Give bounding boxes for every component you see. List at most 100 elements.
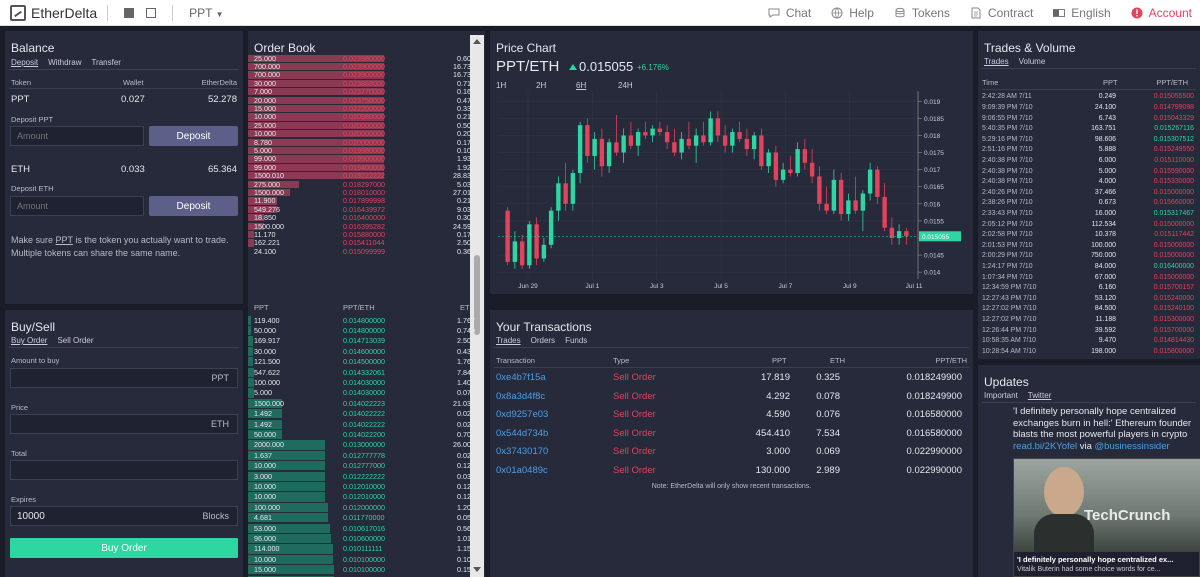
bid-row[interactable]: 169.917 0.014713039 2.500: [248, 336, 485, 346]
ask-row[interactable]: 10.000 0.020000000 0.200: [248, 129, 485, 138]
ask-row[interactable]: 10.000 0.020980000 0.210: [248, 112, 485, 121]
ask-row[interactable]: 549.276 0.016439972 9.030: [248, 205, 485, 214]
scrollbar-thumb[interactable]: [474, 255, 480, 335]
nav-account[interactable]: Account: [1131, 6, 1192, 20]
ask-row[interactable]: 275.000 0.018297000 5.032: [248, 180, 485, 189]
nav-language[interactable]: English: [1053, 6, 1111, 20]
scroll-up-icon[interactable]: [473, 39, 481, 44]
bid-row[interactable]: 1.492 0.014022222 0.021: [248, 419, 485, 429]
tab-deposit[interactable]: Deposit: [11, 58, 39, 67]
deposit-ppt-amount-input[interactable]: [10, 126, 144, 146]
ask-row[interactable]: 99.000 0.019500000 1.930: [248, 154, 485, 163]
ask-row[interactable]: 15.000 0.022200000 0.333: [248, 104, 485, 113]
ask-row[interactable]: 5.000 0.019980000 0.100: [248, 146, 485, 155]
tweet-card[interactable]: TechCrunch 'I definitely personally hope…: [1013, 458, 1200, 577]
price-chart[interactable]: 0.019 0.0185 0.018 0.0175 0.017 0.0165 0.016 0.…: [490, 89, 973, 294]
tx-hash-link[interactable]: 0xe4b7f15a: [496, 372, 546, 383]
bid-row[interactable]: 96.000 0.010600000 1.018: [248, 533, 485, 544]
bid-row[interactable]: 121.500 0.014500000 1.762: [248, 357, 485, 367]
amount-input[interactable]: PPT: [10, 368, 238, 388]
nav-help[interactable]: Help: [831, 6, 874, 20]
price-input[interactable]: ETH: [10, 414, 238, 434]
ask-row[interactable]: 11.900 0.017899998 0.213: [248, 196, 485, 205]
ask-row[interactable]: 25.000 0.020000000 0.500: [248, 121, 485, 130]
stop-icon[interactable]: [124, 7, 135, 18]
bid-row[interactable]: 1.492 0.014022222 0.021: [248, 409, 485, 419]
bid-row[interactable]: 20.000 0.010100000 0.202: [248, 575, 485, 577]
tab-twitter[interactable]: Twitter: [1027, 391, 1052, 400]
ask-row[interactable]: 30.000 0.023888000 0.717: [248, 79, 485, 88]
range-24h[interactable]: 24H: [618, 81, 633, 90]
ask-row[interactable]: 20.000 0.023750000 0.475: [248, 96, 485, 105]
scroll-down-icon[interactable]: [473, 567, 481, 572]
nav-chat[interactable]: Chat: [768, 6, 811, 20]
ask-row[interactable]: 24.100 0.015099999 0.364: [248, 247, 485, 256]
ask-row[interactable]: 162.221 0.015411044 2.500: [248, 238, 485, 247]
ask-row[interactable]: 7.000 0.023770000 0.166: [248, 87, 485, 96]
ask-row[interactable]: 18.850 0.016400000 0.309: [248, 213, 485, 222]
bid-row[interactable]: 15.000 0.010100000 0.151: [248, 565, 485, 575]
range-1h[interactable]: 1H: [496, 81, 507, 90]
tab-transfer[interactable]: Transfer: [91, 58, 121, 67]
tx-hash-link[interactable]: 0x544d734b: [496, 427, 549, 439]
bid-row[interactable]: 4.681 0.011770000 0.055: [248, 513, 485, 523]
deposit-eth-amount-input[interactable]: [10, 196, 144, 216]
tx-hash-link[interactable]: 0x37430170: [496, 446, 549, 457]
nav-contract[interactable]: Contract: [970, 6, 1033, 20]
tab-trades-list[interactable]: Trades: [984, 57, 1009, 66]
bid-row[interactable]: 30.000 0.014600000 0.438: [248, 346, 485, 357]
ask-row[interactable]: 11.170 0.015880000 0.177: [248, 230, 485, 239]
tab-volume[interactable]: Volume: [1018, 57, 1046, 66]
bid-row[interactable]: 5.000 0.014030000 0.070: [248, 388, 485, 398]
buy-order-button[interactable]: Buy Order: [10, 538, 238, 558]
bid-row[interactable]: 10.000 0.012010000 0.120: [248, 481, 485, 492]
bid-row[interactable]: 114.000 0.010111111 1.153: [248, 544, 485, 554]
bid-row[interactable]: 10.000 0.012777000 0.128: [248, 461, 485, 471]
square-icon[interactable]: [146, 7, 157, 18]
bid-row[interactable]: 100.000 0.012000000 1.200: [248, 502, 485, 513]
orderbook-scrollbar[interactable]: [470, 35, 484, 577]
bid-row[interactable]: 53.000 0.010617016 0.563: [248, 523, 485, 533]
ask-row[interactable]: 99.000 0.019400000 1.921: [248, 163, 485, 172]
tx-hash-link[interactable]: 0x8a3d4f8c: [496, 390, 546, 402]
ask-row[interactable]: 25.000 0.023980000 0.600: [248, 54, 485, 63]
tab-buy-order[interactable]: Buy Order: [11, 336, 48, 345]
token-selector[interactable]: PPT ▼: [189, 6, 223, 20]
ask-row[interactable]: 1500.000 0.016395282 24.593: [248, 222, 485, 231]
tx-hash-link[interactable]: 0xd9257e03: [496, 409, 549, 420]
bid-row[interactable]: 2000.000 0.013000000 26.000: [248, 440, 485, 450]
ask-row[interactable]: 8.780 0.020000000 0.176: [248, 138, 485, 147]
ask-row[interactable]: 1500.000 0.018010000 27.015: [248, 188, 485, 197]
token-link[interactable]: PPT: [55, 235, 73, 245]
range-2h[interactable]: 2H: [536, 81, 547, 90]
ask-row[interactable]: 1500.010 0.019222222 28.834: [248, 171, 485, 180]
bid-row[interactable]: 50.000 0.014800000 0.740: [248, 325, 485, 336]
bid-row[interactable]: 3.000 0.012222222 0.037: [248, 471, 485, 481]
tab-orders[interactable]: Orders: [530, 336, 556, 345]
bid-row[interactable]: 100.000 0.014030000 1.403: [248, 377, 485, 388]
ask-row[interactable]: 700.000 0.023900000 16.730: [248, 70, 485, 79]
bid-row[interactable]: 50.000 0.014022200 0.701: [248, 429, 485, 440]
total-input[interactable]: [10, 460, 238, 480]
bid-row[interactable]: 119.400 0.014800000 1.767: [248, 315, 485, 325]
bid-row[interactable]: 547.622 0.014332061 7.849: [248, 367, 485, 377]
logo[interactable]: EtherDelta: [10, 4, 97, 21]
tweet-link[interactable]: read.bi/2KYofel: [1013, 440, 1078, 452]
tab-sell-order[interactable]: Sell Order: [57, 336, 94, 345]
bid-row[interactable]: 1.637 0.012777778 0.021: [248, 450, 485, 461]
tab-funds[interactable]: Funds: [565, 336, 588, 345]
ask-row[interactable]: 700.000 0.023900000 16.730: [248, 62, 485, 71]
expires-input[interactable]: 10000 Blocks: [10, 506, 238, 526]
bid-row[interactable]: 1500.000 0.014022223 21.033: [248, 398, 485, 409]
tweet-handle[interactable]: @businessinsider: [1094, 440, 1170, 452]
tab-trades[interactable]: Trades: [496, 336, 521, 345]
deposit-eth-button[interactable]: Deposit: [149, 196, 238, 216]
nav-tokens[interactable]: Tokens: [894, 6, 950, 20]
bid-row[interactable]: 10.000 0.010100000 0.101: [248, 554, 485, 565]
bid-row[interactable]: 10.000 0.012010000 0.120: [248, 492, 485, 502]
deposit-ppt-button[interactable]: Deposit: [149, 126, 238, 146]
range-6h[interactable]: 6H: [576, 81, 587, 90]
tab-important[interactable]: Important: [984, 391, 1018, 400]
tab-withdraw[interactable]: Withdraw: [48, 58, 82, 67]
tx-hash-link[interactable]: 0x01a0489c: [496, 464, 548, 476]
